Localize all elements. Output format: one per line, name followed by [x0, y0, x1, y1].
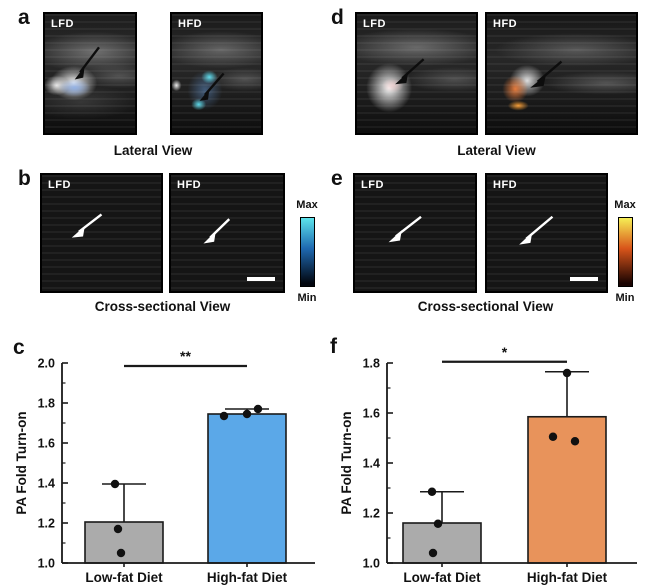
bar-chart-c: Low-fat Diet High-fat Diet ** 1.0 1.2 1.4 1.6 1…	[14, 348, 315, 585]
svg-text:High-fat Diet: High-fat Diet	[527, 570, 608, 585]
svg-text:2.0: 2.0	[38, 357, 55, 371]
pa-image-e-lfd: LFD	[353, 173, 477, 293]
caption-cross-sectional-b: Cross-sectional View	[94, 299, 231, 314]
svg-text:Low-fat Diet: Low-fat Diet	[85, 570, 163, 585]
annotation-arrow-icon	[395, 14, 476, 85]
colorbar-max-label: Max	[614, 199, 636, 211]
svg-text:1.4: 1.4	[363, 457, 380, 471]
caption-lateral-view-a: Lateral View	[113, 143, 193, 158]
svg-text:1.8: 1.8	[38, 397, 55, 411]
panel-letter-e: e	[331, 167, 343, 190]
svg-text:1.6: 1.6	[38, 437, 55, 451]
colorbar-min-label: Min	[615, 292, 635, 305]
annotation-arrow-icon	[530, 14, 636, 88]
image-label-lfd: LFD	[363, 18, 386, 30]
bar-chart-f: Low-fat Diet High-fat Diet * 1.0 1.2 1.4 1.6 1.…	[339, 344, 637, 585]
pa-image-b-hfd: HFD	[169, 173, 285, 293]
colorbar-min-label: Min	[297, 292, 317, 305]
panel-letter-b: b	[18, 167, 31, 190]
pa-image-d-hfd: HFD	[485, 12, 638, 135]
image-label-lfd: LFD	[361, 179, 384, 191]
svg-text:1.0: 1.0	[38, 557, 55, 571]
annotation-arrow-icon	[519, 175, 606, 245]
svg-text:PA Fold Turn-on: PA Fold Turn-on	[339, 411, 354, 514]
svg-text:*: *	[502, 344, 508, 360]
scale-bar	[247, 277, 275, 281]
svg-text:PA Fold Turn-on: PA Fold Turn-on	[14, 411, 29, 514]
scale-bar	[570, 277, 598, 281]
panel-letter-c: c	[13, 336, 25, 359]
colorbar-max-label: Max	[296, 199, 318, 211]
colorbar-gradient	[299, 217, 315, 288]
annotation-arrow-icon	[199, 14, 261, 101]
panel-letter-a: a	[18, 6, 30, 29]
pa-image-a-lfd: LFD	[43, 12, 137, 135]
image-label-hfd: HFD	[177, 179, 202, 191]
annotation-arrow-icon	[71, 175, 161, 238]
panel-letter-f: f	[330, 335, 337, 358]
caption-cross-sectional-e: Cross-sectional View	[417, 299, 554, 314]
image-label-lfd: LFD	[48, 179, 71, 191]
pa-image-a-hfd: HFD	[170, 12, 263, 135]
svg-text:Low-fat Diet: Low-fat Diet	[403, 570, 481, 585]
svg-text:1.2: 1.2	[38, 517, 55, 531]
image-label-hfd: HFD	[178, 18, 203, 30]
annotation-arrow-icon	[74, 14, 135, 80]
pa-image-b-lfd: LFD	[40, 173, 163, 293]
svg-text:High-fat Diet: High-fat Diet	[207, 570, 288, 585]
annotation-arrow-icon	[388, 175, 475, 243]
colorbar-e: Max Min	[604, 199, 646, 305]
image-label-lfd: LFD	[51, 18, 74, 30]
pa-image-e-hfd: HFD	[485, 173, 608, 293]
svg-text:1.4: 1.4	[38, 477, 55, 491]
svg-text:1.0: 1.0	[363, 557, 380, 571]
image-label-hfd: HFD	[493, 179, 518, 191]
svg-text:1.6: 1.6	[363, 407, 380, 421]
colorbar-b: Max Min	[286, 199, 328, 305]
svg-text:1.8: 1.8	[363, 357, 380, 371]
colorbar-gradient	[617, 217, 633, 288]
svg-text:**: **	[180, 348, 191, 364]
annotation-arrow-icon	[203, 175, 283, 244]
panel-letter-d: d	[331, 6, 344, 29]
caption-lateral-view-d: Lateral View	[457, 143, 536, 158]
svg-text:1.2: 1.2	[363, 507, 380, 521]
pa-image-d-lfd: LFD	[355, 12, 478, 135]
image-label-hfd: HFD	[493, 18, 518, 30]
